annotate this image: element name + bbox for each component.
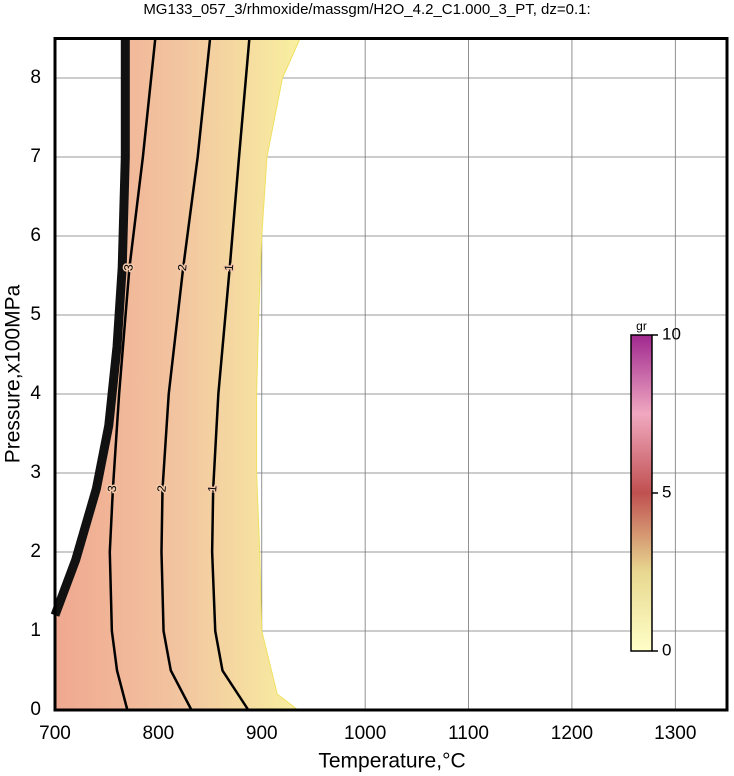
y-tick-label: 4 [30,383,41,404]
contour-label: 2 [154,484,169,492]
y-tick-label: 7 [30,146,41,167]
x-tick-label: 1300 [654,723,696,744]
plot-area: 700 800 900 1000 1100 1200 1300012345678332211… [30,37,729,744]
x-tick-label: 800 [143,723,175,744]
contour-label: 1 [222,263,237,271]
x-tick-label: 1000 [344,723,386,744]
x-tick-label: 900 [246,723,278,744]
boundary-band [50,38,130,617]
contour-label: 1 [205,484,220,492]
x-tick-label: 700 [39,723,71,744]
contour-line [210,38,251,711]
contour-label: 3 [121,263,136,271]
colorbar [630,334,653,652]
colorbar-tick-label: 10 [662,324,681,343]
colorbar-label: gr [636,319,647,333]
y-tick-label: 2 [30,541,41,562]
y-tick-label: 3 [30,462,41,483]
y-tick-label: 0 [30,699,41,720]
plot-frame [53,37,729,712]
chart-title: MG133_057_3/rhmoxide/massgm/H2O_4.2_C1.0… [143,1,590,18]
contour-line [160,38,212,711]
contour-label: 3 [105,484,120,492]
y-tick-label: 6 [30,225,41,246]
filled-region [54,38,301,711]
x-tick-label: 1100 [448,723,489,744]
x-tick-label: 1200 [551,723,593,744]
x-axis-label: Temperature,°C [318,750,465,773]
colorbar-tick-label: 0 [662,640,671,659]
y-tick-label: 8 [30,67,41,88]
y-axis-label: Pressure,x100MPa [2,284,25,463]
y-tick-label: 5 [30,304,41,325]
contour-label: 2 [175,263,190,271]
contour-line [108,38,157,711]
colorbar-tick-label: 5 [662,482,671,501]
y-tick-label: 1 [30,620,41,641]
